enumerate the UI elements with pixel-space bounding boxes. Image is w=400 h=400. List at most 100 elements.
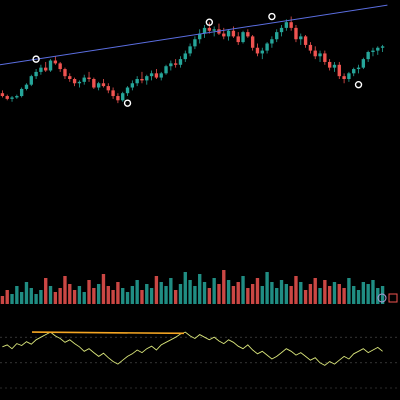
candle-body	[236, 36, 240, 43]
candle-body	[159, 73, 163, 78]
oscillator-pane[interactable]	[0, 310, 400, 400]
volume-bar	[130, 286, 135, 304]
candle-body	[164, 66, 168, 74]
volume-bar	[260, 286, 264, 304]
volume-bar	[10, 294, 14, 304]
candle-body	[121, 93, 125, 101]
candle-body	[39, 67, 43, 72]
candle-body	[260, 50, 264, 54]
pivot-marker	[32, 55, 40, 63]
candle-body	[289, 22, 293, 28]
volume-bar	[294, 276, 298, 304]
volume-bar	[82, 292, 86, 304]
volume-bar	[173, 290, 178, 304]
close-square-icon[interactable]	[388, 293, 398, 303]
volume-bar	[226, 280, 231, 304]
volume-pane	[0, 270, 385, 304]
candle-body	[116, 96, 120, 101]
candle-body	[380, 46, 385, 48]
volume-bar	[270, 282, 274, 304]
volume-bar	[149, 288, 154, 304]
volume-bar	[48, 286, 53, 304]
candle-body	[68, 76, 72, 79]
volume-bar	[29, 288, 33, 304]
candle-body	[294, 27, 298, 40]
volume-bar	[72, 290, 77, 304]
volume-bar	[39, 290, 43, 304]
candle-body	[265, 43, 269, 51]
volume-bar	[106, 286, 110, 304]
volume-bar	[366, 284, 370, 304]
volume-bar	[44, 278, 48, 304]
volume-bar	[332, 282, 337, 304]
candle-body	[53, 60, 58, 64]
candle-body	[154, 73, 159, 78]
volume-bar	[169, 278, 173, 304]
volume-bar	[53, 292, 58, 304]
volume-bar	[347, 278, 351, 304]
candle-body	[303, 36, 308, 45]
settings-circle-icon[interactable]	[377, 293, 387, 303]
price-pane[interactable]	[0, 0, 400, 250]
candle-body	[308, 44, 313, 51]
volume-bar	[159, 282, 163, 304]
candle-body	[111, 90, 115, 97]
volume-bar	[198, 274, 202, 304]
candle-body	[250, 36, 255, 48]
volume-bar	[342, 288, 346, 304]
candle-body	[198, 33, 202, 40]
volume-bar	[246, 288, 250, 304]
candle-body	[19, 88, 24, 97]
volume-bar	[77, 286, 82, 304]
volume-bar	[231, 286, 236, 304]
volume-bar	[68, 284, 72, 304]
volume-bar	[5, 290, 9, 304]
volume-bar	[87, 280, 91, 304]
pivot-marker	[354, 80, 363, 89]
volume-bar	[352, 286, 356, 304]
candle-body	[34, 71, 38, 77]
candle-body	[10, 97, 14, 99]
volume-bar	[308, 284, 313, 304]
candle-body	[188, 46, 192, 54]
volume-bar	[279, 280, 284, 304]
candle-body	[87, 77, 91, 79]
candle-body	[24, 84, 29, 89]
candle-body	[183, 53, 187, 60]
candle-body	[366, 52, 370, 60]
candle-body	[284, 22, 289, 28]
volume-bar	[241, 276, 245, 304]
volume-bar	[135, 280, 139, 304]
candle-body	[15, 96, 19, 98]
candle-body	[44, 67, 48, 71]
candle-body	[313, 50, 317, 57]
volume-bar	[145, 284, 149, 304]
candle-body	[231, 30, 236, 37]
divergence-line[interactable]	[31, 331, 185, 335]
volume-bar	[164, 286, 168, 304]
volume-bar	[58, 288, 62, 304]
candle-body	[82, 77, 86, 82]
volume-bar	[371, 280, 375, 304]
candle-body	[130, 83, 135, 88]
candle-body	[347, 73, 351, 79]
trendline[interactable]	[0, 4, 388, 66]
volume-bar	[275, 288, 279, 304]
pane-controls	[376, 292, 400, 304]
volume-bar	[318, 288, 322, 304]
candle-body	[318, 53, 322, 57]
volume-bar	[376, 288, 380, 304]
volume-bar	[101, 274, 106, 304]
candle-body	[207, 27, 212, 31]
pivot-marker	[123, 99, 132, 107]
candle-body	[361, 59, 366, 68]
candle-body	[48, 60, 53, 71]
candle-body	[140, 79, 144, 81]
volume-bar	[361, 282, 366, 304]
candle-body	[376, 47, 380, 51]
candle-body	[96, 83, 101, 88]
volume-bar	[255, 278, 260, 304]
candle-body	[178, 59, 183, 65]
candle-body	[169, 63, 173, 67]
